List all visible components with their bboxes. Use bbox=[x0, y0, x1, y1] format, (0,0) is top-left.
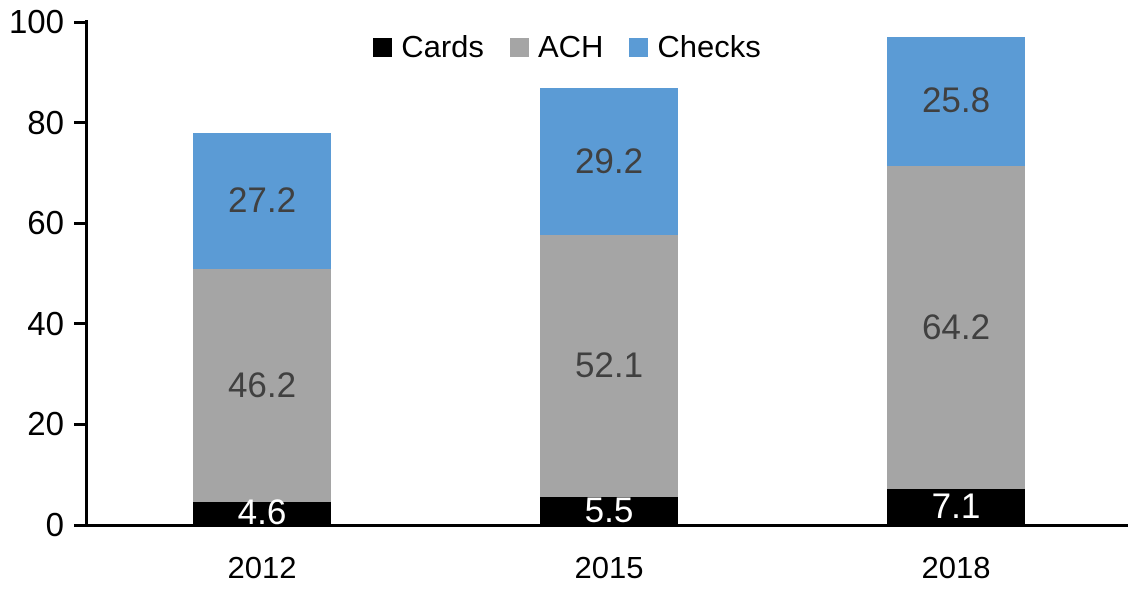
y-axis-line bbox=[85, 20, 88, 527]
bar-segment-cards bbox=[540, 497, 678, 525]
bar-segment-ach bbox=[193, 269, 331, 502]
legend: Cards ACH Checks bbox=[0, 28, 1134, 66]
legend-item-ach: ACH bbox=[509, 28, 604, 66]
y-tick-mark bbox=[74, 20, 86, 24]
y-tick-label: 80 bbox=[27, 103, 64, 141]
x-axis-line bbox=[85, 524, 1128, 527]
data-label-checks: 29.2 bbox=[574, 141, 644, 181]
legend-swatch-icon bbox=[629, 37, 649, 57]
x-axis-label: 2012 bbox=[227, 550, 297, 585]
bar-segment-cards bbox=[193, 501, 331, 525]
legend-item-cards: Cards bbox=[373, 28, 484, 66]
bar-segment-checks bbox=[193, 132, 331, 270]
bar-segment-checks bbox=[540, 88, 678, 236]
data-label-checks: 25.8 bbox=[921, 81, 991, 121]
x-axis-label: 2015 bbox=[574, 550, 644, 585]
bar-segment-checks bbox=[887, 36, 1025, 167]
y-tick-label: 0 bbox=[45, 506, 64, 543]
data-label-cards: 7.1 bbox=[931, 487, 981, 527]
y-tick-label: 40 bbox=[27, 304, 64, 342]
y-tick-label: 100 bbox=[8, 3, 64, 40]
y-tick-label: 20 bbox=[27, 405, 64, 443]
y-tick-label: 60 bbox=[27, 204, 64, 242]
bar-segment-cards bbox=[887, 489, 1025, 525]
data-label-cards: 5.5 bbox=[584, 491, 634, 531]
data-label-ach: 52.1 bbox=[574, 346, 644, 386]
y-tick-mark bbox=[74, 523, 86, 527]
legend-label: ACH bbox=[537, 29, 604, 64]
legend-label: Cards bbox=[401, 29, 484, 64]
data-label-cards: 4.6 bbox=[237, 493, 287, 533]
legend-swatch-icon bbox=[509, 37, 529, 57]
legend-item-checks: Checks bbox=[629, 28, 761, 66]
x-axis-label: 2018 bbox=[921, 550, 991, 585]
data-label-ach: 46.2 bbox=[227, 365, 297, 405]
y-tick-mark bbox=[74, 221, 86, 225]
y-tick-mark bbox=[74, 121, 86, 125]
y-tick-mark bbox=[74, 422, 86, 426]
data-label-ach: 64.2 bbox=[921, 307, 991, 347]
bar-segment-ach bbox=[540, 235, 678, 498]
y-tick-mark bbox=[74, 322, 86, 326]
data-label-checks: 27.2 bbox=[227, 181, 297, 221]
legend-swatch-icon bbox=[373, 37, 393, 57]
bar-segment-ach bbox=[887, 166, 1025, 490]
legend-label: Checks bbox=[657, 29, 761, 64]
